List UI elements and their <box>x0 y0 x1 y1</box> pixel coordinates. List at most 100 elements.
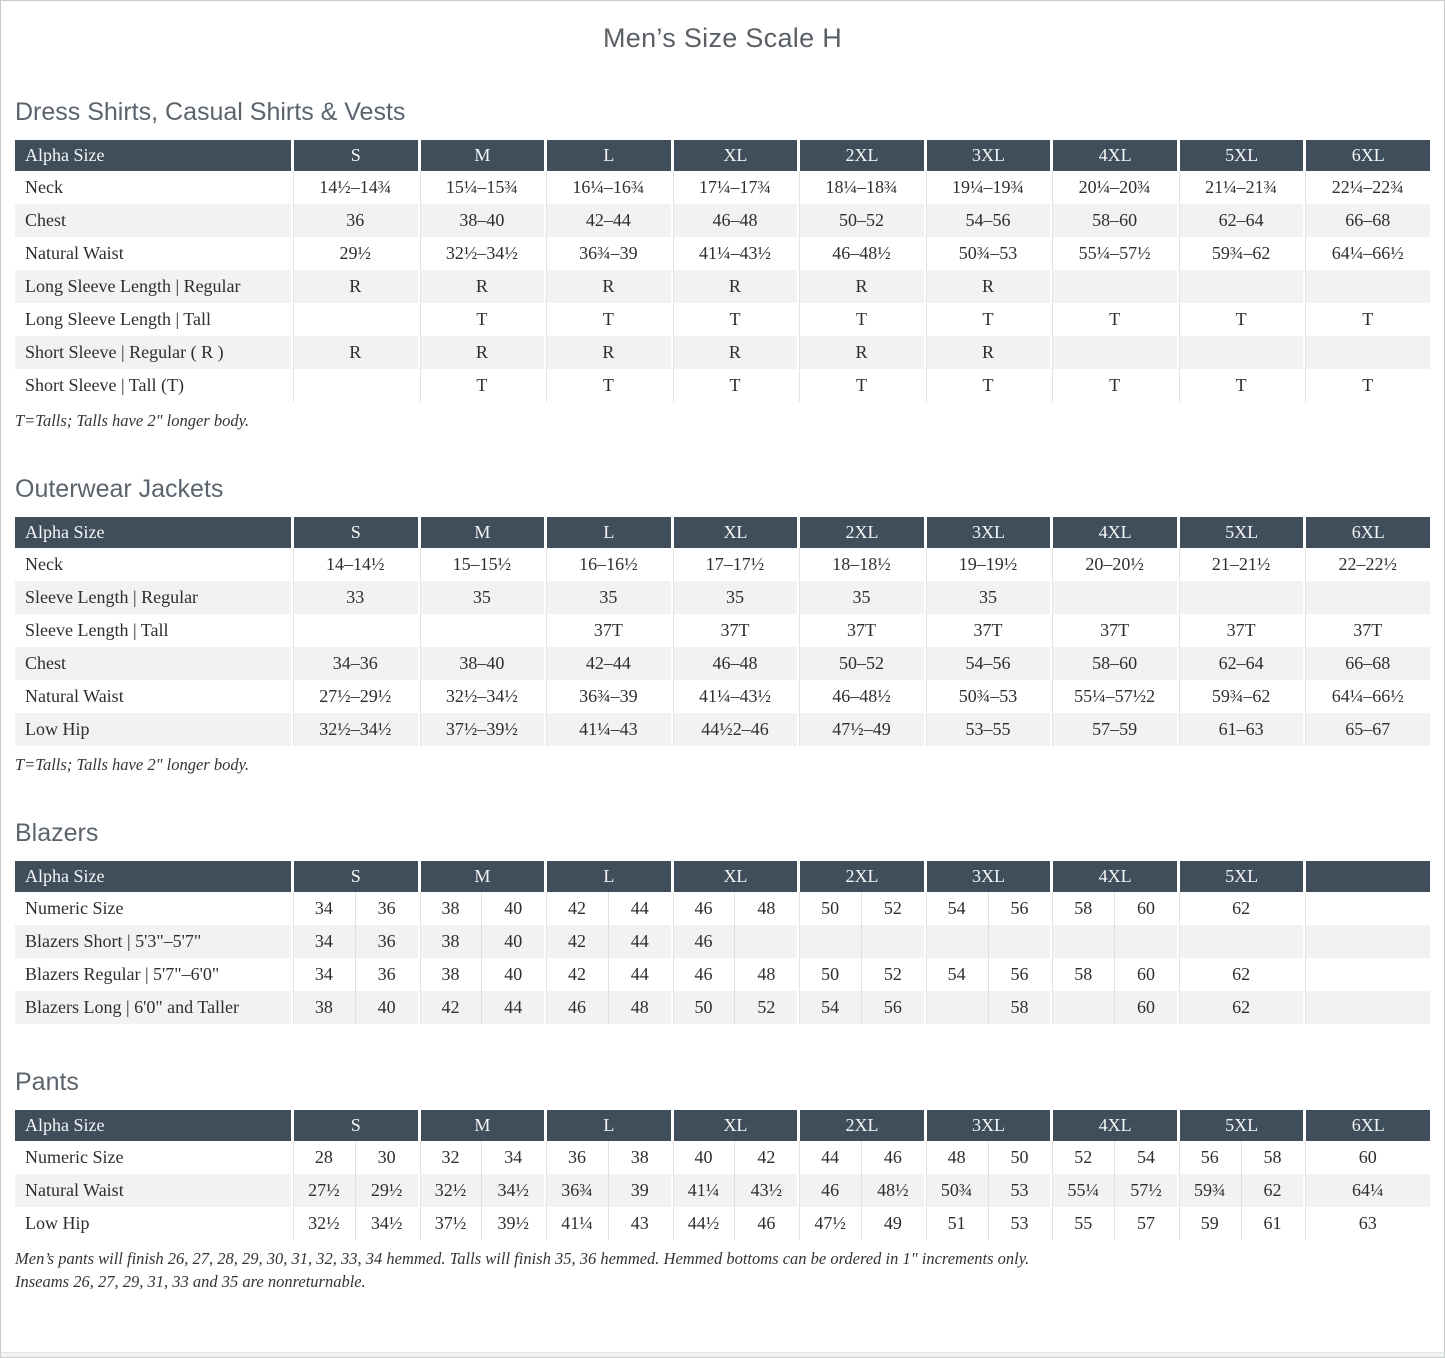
size-value-cell: 54 56 <box>923 892 1051 925</box>
row-label: Chest <box>15 204 291 237</box>
size-value-cell: 17–17½ <box>670 548 798 581</box>
size-value: T <box>1362 375 1374 395</box>
size-value: 22–22½ <box>1338 554 1397 574</box>
size-value: 55¼ <box>1067 1180 1099 1200</box>
size-value: 46 <box>694 931 713 951</box>
size-value-cell <box>1050 925 1177 958</box>
size-value-cell: 55¼–57½2 <box>1050 680 1177 713</box>
size-value: 18¼–18¾ <box>825 177 898 197</box>
size-value: R <box>602 342 615 362</box>
size-value: 58 <box>1240 1141 1304 1174</box>
row-label: Natural Waist <box>15 237 291 270</box>
size-value: 54 <box>1114 1141 1177 1174</box>
size-value: 56 <box>861 991 924 1024</box>
size-value: T <box>982 375 994 395</box>
size-value: 18–18½ <box>832 554 891 574</box>
size-value: 52 <box>861 892 924 925</box>
size-value: 64¼–66½ <box>1331 243 1404 263</box>
size-value <box>987 925 1051 958</box>
bottom-strip <box>1 1352 1444 1357</box>
size-value-cell: 64¼–66½ <box>1303 680 1430 713</box>
column-header-size: XL <box>670 861 798 892</box>
size-value-cell: 61–63 <box>1176 713 1304 746</box>
size-value: 32½ <box>434 1180 467 1200</box>
column-header-label: Alpha Size <box>15 517 291 548</box>
size-value: 36¾–39 <box>579 686 638 706</box>
size-table-pants: Alpha Size S M L XL 2XL 3XL 4XL 5XL 6XL Numeric Si… <box>15 1110 1430 1240</box>
size-value-cell: 57–59 <box>1050 713 1177 746</box>
size-value: 35 <box>979 587 998 607</box>
size-value-cell: R <box>670 270 798 303</box>
size-value: T <box>729 375 741 395</box>
size-value: R <box>982 342 995 362</box>
size-value: 50¾–53 <box>958 243 1018 263</box>
size-value: 46–48½ <box>832 243 891 263</box>
size-value-cell: 46 48½ <box>797 1174 924 1207</box>
size-value-cell: 32½–34½ <box>417 680 545 713</box>
size-value-cell: T <box>1303 369 1430 402</box>
size-value-cell <box>291 369 418 402</box>
size-value-cell: 28 30 <box>291 1141 418 1174</box>
size-value: 14–14½ <box>326 554 385 574</box>
size-value-cell: 59 61 <box>1176 1207 1304 1240</box>
size-value-cell <box>1303 958 1430 991</box>
size-value-cell <box>1050 581 1177 614</box>
size-value-cell: 37T <box>1176 614 1304 647</box>
size-value: 34½ <box>481 1174 544 1207</box>
column-header-size: 4XL <box>1050 1110 1177 1141</box>
size-value-cell: 41¼–43 <box>544 713 671 746</box>
size-value: 39½ <box>481 1207 544 1240</box>
size-value: 42 <box>734 1141 797 1174</box>
size-value-cell: 59¾–62 <box>1176 680 1304 713</box>
row-label: Blazers Regular | 5'7"–6'0" <box>15 958 291 991</box>
size-value-cell: 52 54 <box>1050 1141 1177 1174</box>
size-value-cell: 47½ 49 <box>797 1207 924 1240</box>
size-value: 46 <box>568 997 586 1017</box>
size-value <box>734 925 797 958</box>
row-label: Numeric Size <box>15 1141 291 1174</box>
size-value: 57½ <box>1114 1174 1177 1207</box>
size-value: T <box>982 309 994 329</box>
size-value: 44 <box>607 958 671 991</box>
size-value: 54–56 <box>965 653 1011 673</box>
size-value: 44 <box>607 925 671 958</box>
size-value-cell: 38 40 <box>417 958 545 991</box>
size-value-cell: 20¼–20¾ <box>1050 171 1177 204</box>
size-value: 42 <box>568 898 586 918</box>
size-value-cell: 32 34 <box>417 1141 545 1174</box>
size-value <box>861 925 924 958</box>
size-value-cell: 62–64 <box>1176 647 1304 680</box>
size-value: 37½ <box>434 1213 467 1233</box>
size-value: 41¼–43 <box>579 719 638 739</box>
size-value: 57 <box>1114 1207 1177 1240</box>
size-value-cell: 42 44 <box>544 892 671 925</box>
size-value: 58 <box>987 991 1051 1024</box>
size-value: 51 <box>947 1213 966 1233</box>
size-value-cell: 58–60 <box>1050 204 1177 237</box>
size-value: 37½–39½ <box>445 719 518 739</box>
size-value-cell: 59¾–62 <box>1176 237 1304 270</box>
size-value: 60 <box>1114 958 1177 991</box>
size-value-cell: 32½ 34½ <box>417 1174 545 1207</box>
size-value: 20–20½ <box>1085 554 1144 574</box>
size-value: 59¾–62 <box>1211 686 1271 706</box>
size-table-dress-shirts: Alpha Size S M L XL 2XL 3XL 4XL 5XL 6XL Neck 14½–14… <box>15 140 1430 402</box>
size-value: 59¾ <box>1194 1180 1226 1200</box>
size-value-cell: 35 <box>797 581 924 614</box>
size-value: 32½–34½ <box>445 243 518 263</box>
size-value: 38 <box>607 1141 671 1174</box>
size-value-cell: 35 <box>670 581 798 614</box>
size-value-cell: 54 56 <box>923 958 1051 991</box>
size-value: 44½ <box>687 1213 720 1233</box>
column-header-size: S <box>291 861 418 892</box>
size-value-cell: 32½–34½ <box>417 237 545 270</box>
size-value-cell: 21¼–21¾ <box>1176 171 1304 204</box>
size-value: 49 <box>861 1207 924 1240</box>
size-value-cell: 46–48 <box>670 647 798 680</box>
size-value-cell: 66–68 <box>1303 647 1430 680</box>
column-header-size: 3XL <box>923 861 1051 892</box>
size-value: 52 <box>734 991 797 1024</box>
column-header-size: L <box>544 1110 671 1141</box>
size-value-cell: 22¼–22¾ <box>1303 171 1430 204</box>
size-value-cell: 54–56 <box>923 204 1051 237</box>
